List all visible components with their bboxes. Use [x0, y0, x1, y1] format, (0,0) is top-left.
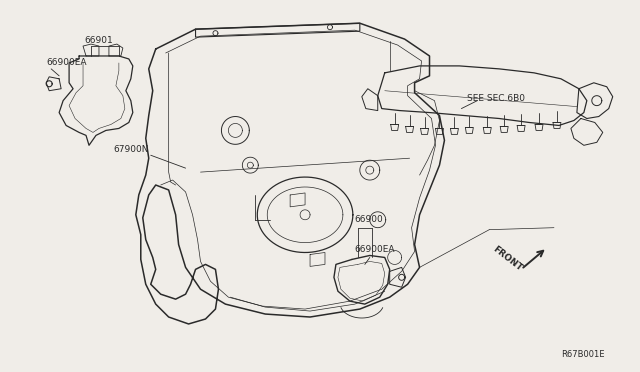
- Text: 66900: 66900: [355, 215, 383, 224]
- Text: 67900N: 67900N: [113, 145, 148, 154]
- Text: FRONT: FRONT: [492, 245, 524, 273]
- Text: 66900EA: 66900EA: [46, 58, 86, 67]
- Text: R67B001E: R67B001E: [561, 350, 604, 359]
- Text: SEE SEC.6B0: SEE SEC.6B0: [467, 94, 525, 103]
- Text: 66901: 66901: [84, 36, 113, 45]
- Text: 66900EA: 66900EA: [355, 244, 396, 253]
